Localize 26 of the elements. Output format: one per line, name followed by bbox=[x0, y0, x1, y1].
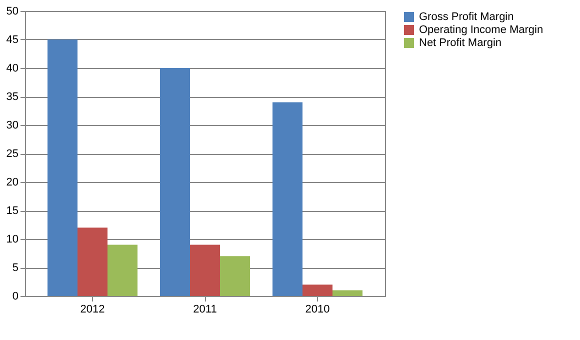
bar bbox=[160, 68, 190, 296]
bar bbox=[108, 244, 138, 296]
legend-label: Net Profit Margin bbox=[419, 37, 502, 49]
y-tick-label: 20 bbox=[6, 176, 18, 188]
y-tick-label: 5 bbox=[12, 262, 18, 274]
bar bbox=[78, 228, 108, 296]
y-tick-label: 25 bbox=[6, 148, 18, 160]
legend-label: Gross Profit Margin bbox=[419, 11, 514, 23]
y-tick-label: 45 bbox=[6, 34, 18, 46]
bar bbox=[332, 290, 362, 296]
y-tick-label: 0 bbox=[12, 290, 18, 302]
bar bbox=[190, 244, 220, 296]
legend-label: Operating Income Margin bbox=[419, 24, 544, 36]
y-tick-label: 40 bbox=[6, 62, 18, 74]
y-tick-label: 15 bbox=[6, 205, 18, 217]
y-tick-label: 50 bbox=[6, 6, 18, 18]
bar bbox=[220, 256, 250, 296]
bar bbox=[302, 284, 332, 296]
x-tick-label: 2010 bbox=[305, 304, 330, 316]
x-tick-label: 2011 bbox=[193, 304, 217, 316]
bar bbox=[272, 102, 302, 296]
y-tick-label: 35 bbox=[6, 91, 18, 103]
y-tick-label: 10 bbox=[6, 234, 18, 246]
y-tick-label: 30 bbox=[6, 120, 18, 132]
bar bbox=[48, 40, 78, 296]
x-tick-label: 2012 bbox=[80, 304, 105, 316]
